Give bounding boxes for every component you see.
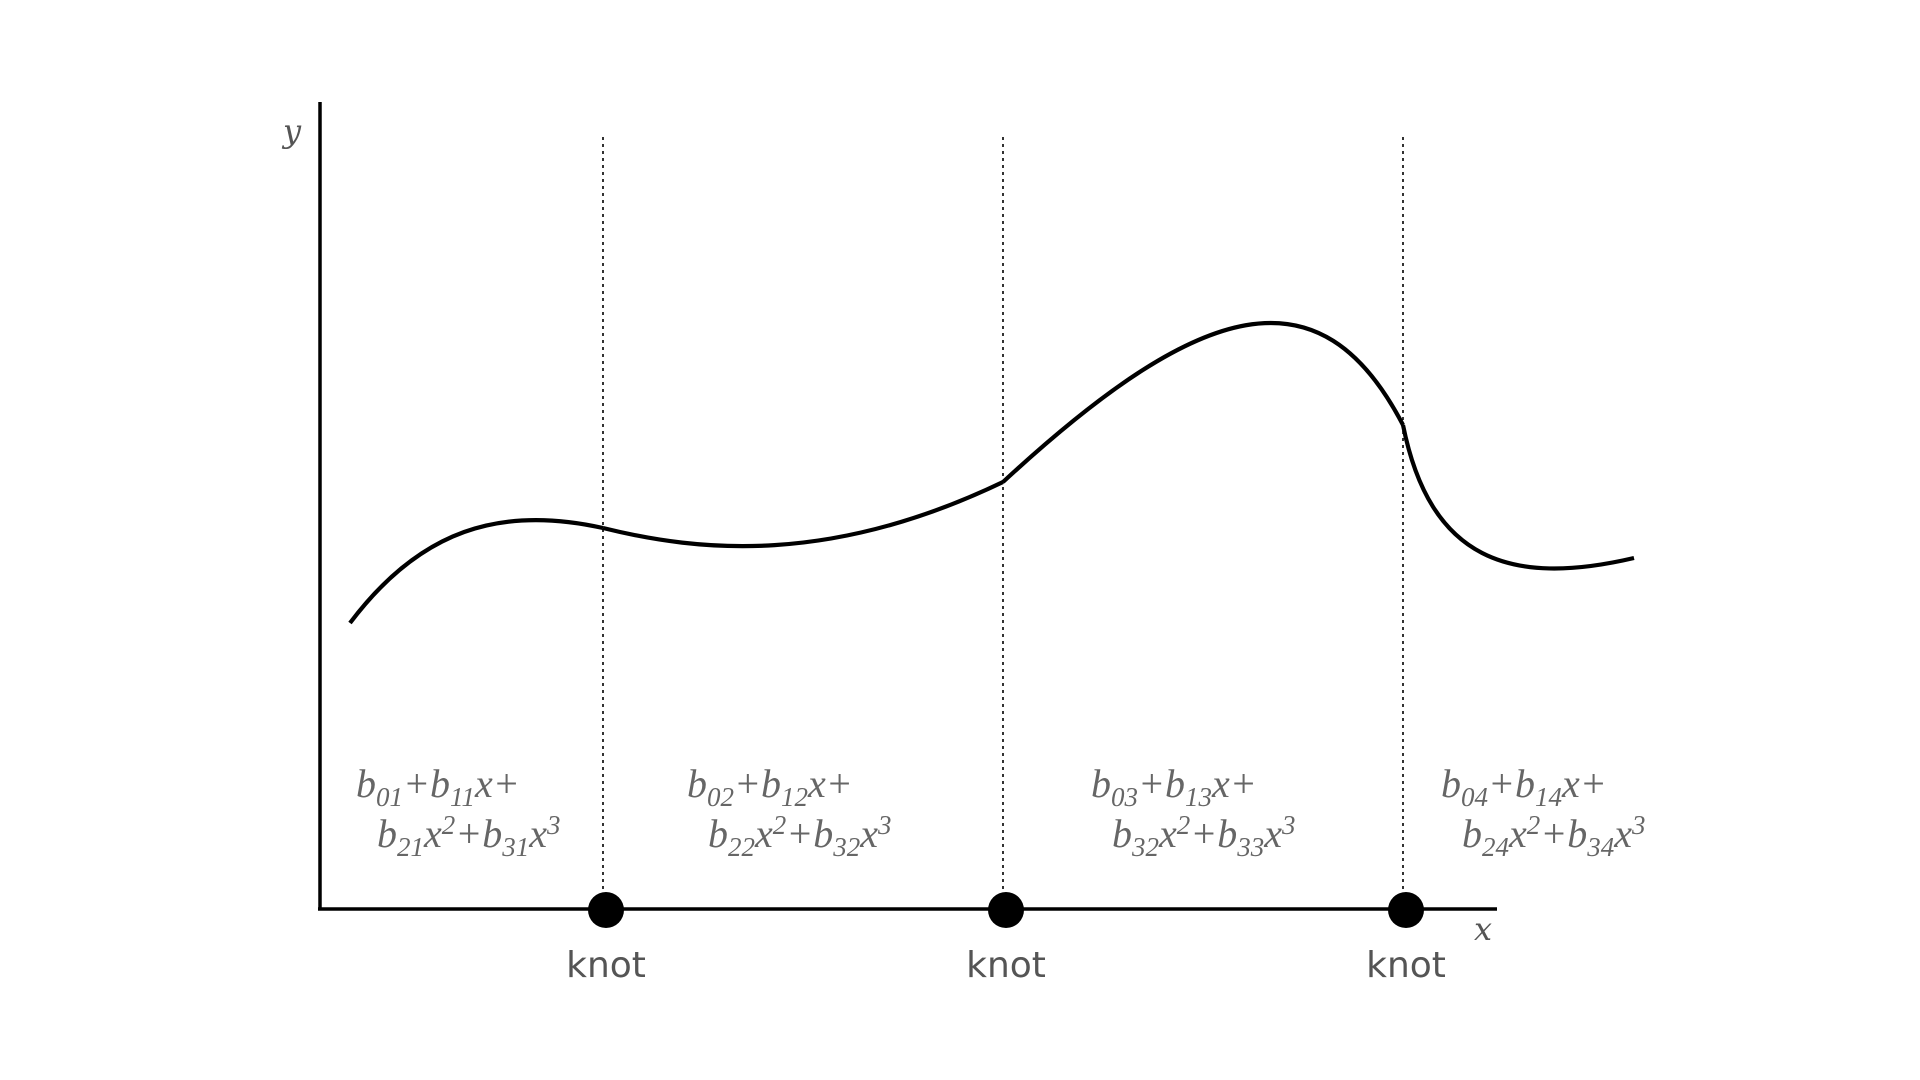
segment-4-line-2: b24x2+b34x3 — [1462, 810, 1646, 862]
segment-2-line-2: b22x2+b32x3 — [708, 810, 892, 862]
knot-label-1: knot — [566, 945, 646, 986]
spline-curve-segment-1 — [348, 517, 604, 625]
knot-label-3: knot — [1366, 945, 1446, 986]
knot-marker-1 — [588, 892, 624, 928]
knot-marker-3 — [1388, 892, 1424, 928]
spline-curve-segment-3 — [1001, 320, 1405, 484]
x-axis-label: x — [1474, 910, 1492, 948]
y-axis-label: y — [281, 112, 302, 150]
spline-curve-segment-2 — [602, 480, 1004, 549]
segment-1-line-2: b21x2+b31x3 — [377, 810, 561, 862]
segment-3-line-2: b32x2+b33x3 — [1112, 810, 1296, 862]
segment-3-line-1: b03+b13x+ — [1091, 761, 1257, 812]
knot-marker-2 — [988, 892, 1024, 928]
segment-equation-3: b03+b13x+ b32x2+b33x3 — [1091, 761, 1296, 862]
segment-2-line-1: b02+b12x+ — [687, 761, 853, 812]
segment-4-line-1: b04+b14x+ — [1441, 761, 1607, 812]
segment-equation-2: b02+b12x+ b22x2+b32x3 — [687, 761, 892, 862]
segment-1-line-1: b01+b11x+ — [356, 761, 520, 812]
spline-curve-segment-4 — [1400, 424, 1635, 571]
knot-label-2: knot — [966, 945, 1046, 986]
segment-equation-4: b04+b14x+ b24x2+b34x3 — [1441, 761, 1646, 862]
segment-equation-1: b01+b11x+ b21x2+b31x3 — [356, 761, 561, 862]
